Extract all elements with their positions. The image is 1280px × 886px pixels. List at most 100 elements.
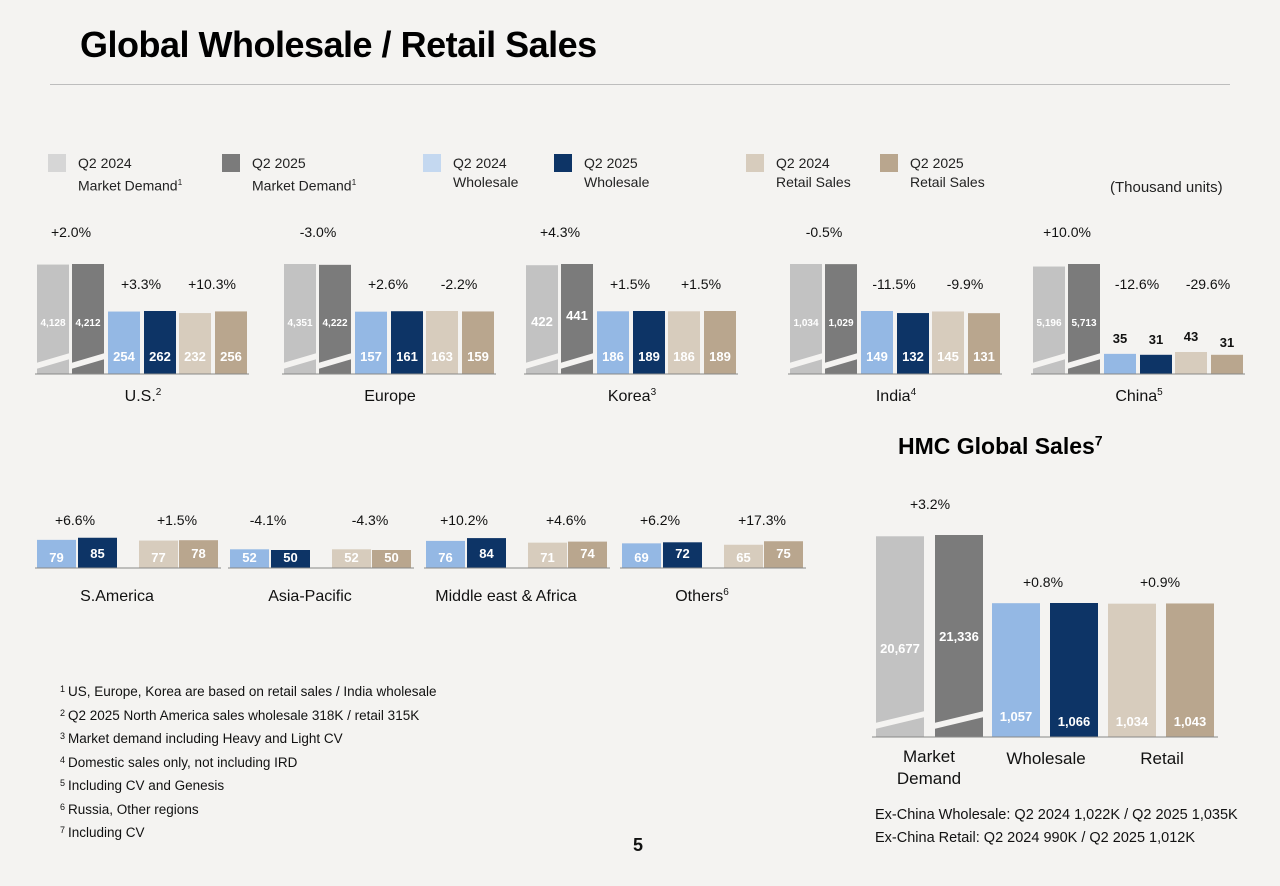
- data-label: 4,222: [322, 318, 347, 329]
- growth-label-wholesale: -12.6%: [1115, 276, 1159, 292]
- region-label: China5: [1115, 387, 1163, 405]
- growth-label-wholesale: +10.2%: [440, 512, 488, 528]
- region-label-sup: 3: [651, 387, 657, 398]
- bar-market-demand-q2-2025: [935, 535, 983, 737]
- region-label: India4: [876, 387, 917, 405]
- ex-china-retail: Ex-China Retail: Q2 2024 990K / Q2 2025 …: [875, 830, 1196, 846]
- data-label: 189: [709, 349, 731, 364]
- region-label: Asia-Pacific: [268, 588, 352, 605]
- growth-label-retail: +4.6%: [546, 512, 586, 528]
- bar-retail-q2-2025: [215, 311, 247, 374]
- bar-wholesale-q2-2025: [391, 311, 423, 374]
- growth-label-wholesale: +6.6%: [55, 512, 95, 528]
- data-label: 149: [866, 349, 888, 364]
- legend-label-line2: Wholesale: [453, 174, 519, 190]
- data-label: 50: [384, 550, 398, 565]
- bar-retail-q2-2025: [568, 541, 607, 568]
- legend-label-line2: Wholesale: [584, 174, 650, 190]
- region-label: Korea3: [608, 387, 657, 405]
- data-label: 31: [1220, 335, 1234, 350]
- bar-wholesale-q2-2024: [355, 311, 387, 374]
- footnote-text: Market demand including Heavy and Light …: [68, 731, 343, 746]
- data-label: 35: [1113, 331, 1127, 346]
- data-label: 74: [580, 546, 595, 561]
- bar-wholesale-q2-2025: [78, 537, 117, 568]
- bar-retail-q2-2024: [724, 544, 763, 568]
- legend-swatch-rt24: [746, 154, 764, 172]
- legend-sup: 1: [351, 177, 357, 187]
- data-label: 21,336: [939, 629, 979, 644]
- data-label: 84: [479, 546, 494, 561]
- bar-retail-q2-2025: [968, 313, 1000, 374]
- legend-swatch-md24: [48, 154, 66, 172]
- footnote: 6 Russia, Other regions: [60, 797, 436, 821]
- legend-swatch-ws24: [423, 154, 441, 172]
- region-label-sup: 2: [156, 387, 162, 398]
- data-label: 1,066: [1058, 714, 1091, 729]
- data-label: 161: [396, 349, 418, 364]
- legend-label-line1: Q2 2025: [584, 155, 638, 171]
- growth-label-market-demand: +4.3%: [540, 224, 580, 240]
- region-label: U.S.2: [125, 387, 162, 405]
- region-label-sup: 6: [723, 587, 729, 598]
- axis-break-mark: [36, 353, 70, 369]
- footnote-num: 3: [60, 731, 66, 741]
- growth-label-wholesale: +2.6%: [368, 276, 408, 292]
- data-label: 85: [90, 546, 104, 561]
- bar-wholesale-q2-2024: [108, 311, 140, 374]
- bar-retail-q2-2025: [462, 311, 494, 374]
- axis-break-mark: [1032, 353, 1066, 369]
- footnote-num: 5: [60, 778, 66, 788]
- axis-break-mark: [283, 353, 317, 369]
- bar-retail-q2-2024: [332, 549, 371, 568]
- bar-wholesale-q2-2024: [426, 540, 465, 568]
- growth-label-retail: +0.9%: [1140, 574, 1180, 590]
- bar-retail-q2-2025: [764, 541, 803, 568]
- bar-retail-q2-2024: [1108, 603, 1156, 737]
- footnote-num: 1: [60, 684, 66, 694]
- growth-label-market-demand: -3.0%: [300, 224, 337, 240]
- units-label: (Thousand units): [1110, 179, 1223, 196]
- growth-label-retail: +17.3%: [738, 512, 786, 528]
- growth-label-wholesale: +3.3%: [121, 276, 161, 292]
- hmc-title-sup: 7: [1094, 433, 1103, 449]
- page-title: Global Wholesale / Retail Sales: [80, 24, 597, 65]
- data-label: 4,212: [75, 318, 100, 329]
- data-label: 77: [151, 550, 165, 565]
- data-label: 189: [638, 349, 660, 364]
- hmc-title-text: HMC Global Sales: [898, 433, 1095, 459]
- axis-break-mark: [318, 353, 352, 369]
- bar-retail-q2-2024: [139, 540, 178, 568]
- legend-swatch-md25: [222, 154, 240, 172]
- footnote-num: 7: [60, 825, 66, 835]
- category-label: Market: [903, 747, 955, 766]
- data-label: 5,196: [1036, 318, 1061, 329]
- growth-label-wholesale: +6.2%: [640, 512, 680, 528]
- data-label: 254: [113, 349, 135, 364]
- footnote: 1 US, Europe, Korea are based on retail s…: [60, 679, 436, 703]
- data-label: 4,351: [287, 318, 312, 329]
- data-label: 422: [531, 314, 553, 329]
- axis-break-mark: [71, 353, 105, 369]
- bar-retail-q2-2024: [668, 311, 700, 374]
- growth-label-market-demand: -0.5%: [806, 224, 843, 240]
- growth-label-wholesale: -11.5%: [872, 276, 915, 292]
- footnote: 2 Q2 2025 North America sales wholesale 3…: [60, 703, 436, 727]
- legend-sup: 1: [177, 177, 183, 187]
- ex-china-note: Ex-China Wholesale: Q2 2024 1,022K / Q2 …: [875, 804, 1238, 850]
- bar-retail-q2-2024: [426, 311, 458, 374]
- data-label: 78: [191, 546, 205, 561]
- bar-wholesale-q2-2024: [622, 543, 661, 568]
- bar-retail-q2-2025: [1211, 354, 1243, 374]
- growth-label-market-demand: +2.0%: [51, 224, 91, 240]
- bar-wholesale-q2-2025: [1140, 354, 1172, 374]
- bar-wholesale-q2-2024: [992, 603, 1040, 737]
- bar-wholesale-q2-2024: [230, 549, 269, 568]
- footnote-text: Domestic sales only, not including IRD: [68, 754, 298, 770]
- data-label: 4,128: [40, 318, 65, 329]
- region-label: Others6: [675, 587, 729, 605]
- data-label: 72: [675, 546, 689, 561]
- bar-retail-q2-2024: [528, 542, 567, 568]
- bar-wholesale-q2-2025: [1050, 603, 1098, 737]
